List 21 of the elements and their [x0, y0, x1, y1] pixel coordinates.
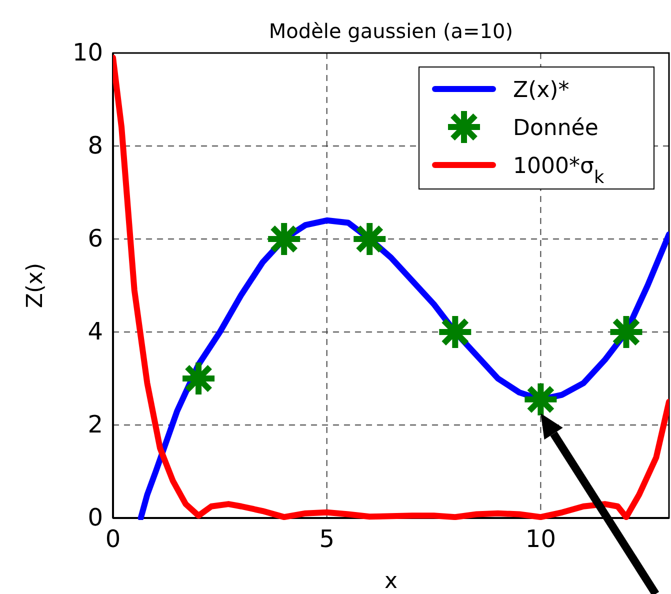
y-tick-label: 4 [88, 318, 103, 346]
legend-label: Donnée [513, 116, 598, 141]
point [524, 383, 557, 416]
x-tick-label: 5 [319, 525, 334, 554]
y-tick-label: 10 [72, 38, 103, 67]
y-tick-label: 2 [88, 410, 103, 439]
point [182, 362, 215, 394]
y-tick-label: 8 [88, 132, 103, 160]
y-tick-label: 6 [88, 224, 103, 253]
y-tick-label: 0 [88, 504, 103, 532]
legend-label: Z(x)* [513, 78, 570, 103]
x-axis-title: x [384, 569, 398, 594]
x-tick-label: 0 [105, 525, 121, 554]
chart-title: Modèle gaussien (a=10) [268, 19, 514, 43]
point [268, 223, 300, 255]
point [610, 316, 642, 348]
point [439, 316, 472, 348]
y-axis-title: Z(x) [23, 262, 48, 308]
point [354, 223, 386, 255]
x-tick-label: 10 [525, 525, 556, 554]
legend-label: 1000*σ$_{k}$ [513, 154, 605, 188]
